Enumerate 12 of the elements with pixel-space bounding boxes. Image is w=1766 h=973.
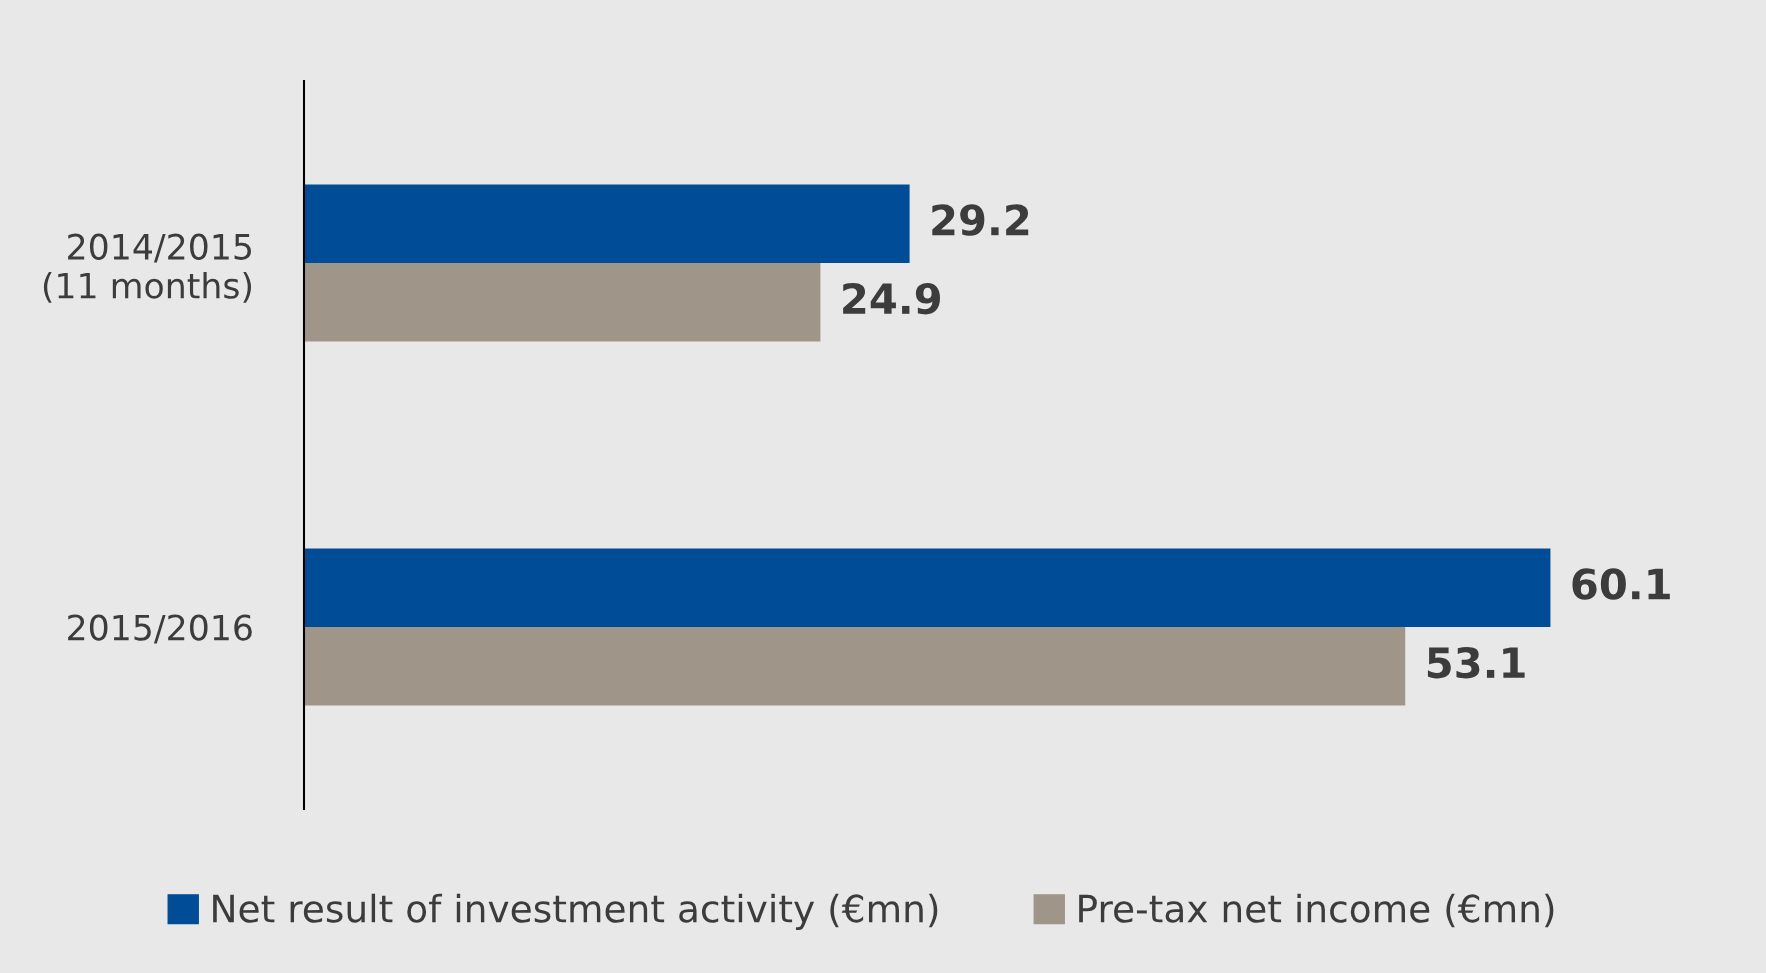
data-label: 29.2	[932, 204, 1029, 236]
bar	[304, 263, 821, 342]
legend-label: Net result of investment activity (€mn)	[213, 893, 938, 930]
data-label: 60.1	[1572, 568, 1670, 600]
bar	[304, 184, 910, 263]
y-tick-label: 2015/2016	[68, 614, 252, 644]
legend-label: Pre-tax net income (€mn)	[1079, 893, 1554, 928]
data-label: 24.9	[843, 282, 940, 315]
data-label: 53.1	[1427, 646, 1525, 679]
y-tick-label: 2014/2015 (11 months)	[43, 233, 252, 303]
bar	[304, 627, 1406, 706]
bar	[304, 548, 1551, 627]
